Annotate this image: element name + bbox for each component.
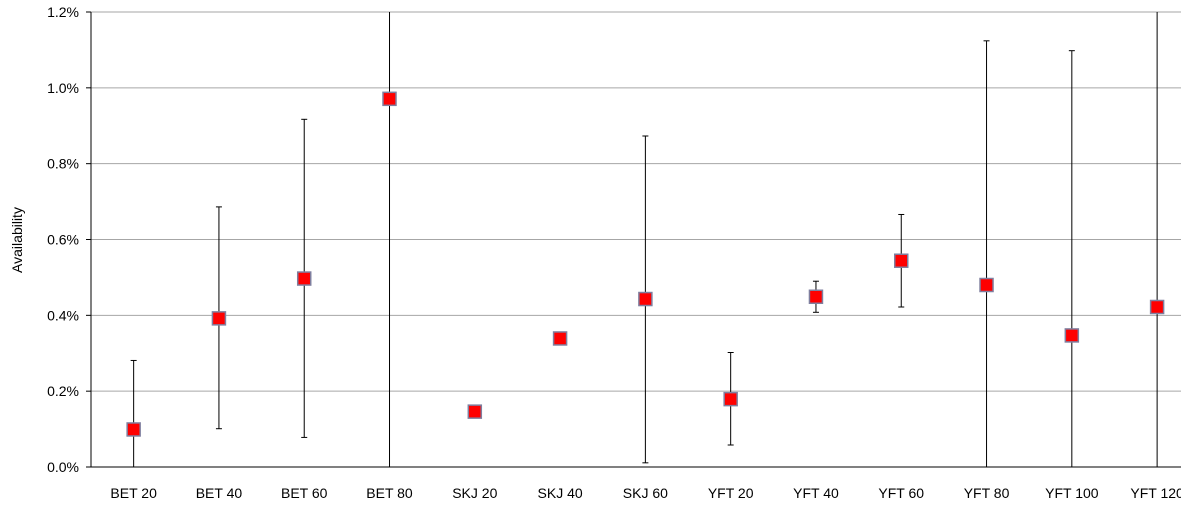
y-tick-label: 1.2% [47,4,79,20]
x-tick-labels: BET 20 BET 40 BET 60 BET 80 SKJ 20 SKJ 40 SKJ … [110,485,1181,501]
data-point [1149,299,1165,315]
data-point [382,91,397,107]
x-tick-label: YFT 80 [964,485,1010,501]
x-tick-label: BET 20 [110,485,157,501]
y-tick-label: 0.6% [47,232,79,248]
y-tick-label: 0.2% [47,383,79,399]
data-markers [126,91,1165,437]
x-tick-label: SKJ 20 [452,485,497,501]
x-tick-label: YFT 120 [1130,485,1181,501]
data-point [467,404,483,419]
x-tick-label: YFT 100 [1045,485,1099,501]
y-tick-label: 0.0% [47,459,79,475]
data-point [894,253,909,268]
y-tick-labels: 0.0% 0.2% 0.4% 0.6% 0.8% 1.0% 1.2% [47,4,79,475]
x-tick-label: YFT 60 [878,485,924,501]
y-tick-label: 0.8% [47,156,79,172]
x-tick-label: BET 80 [366,485,413,501]
data-point [296,271,312,286]
data-point [1064,328,1080,343]
y-tick-label: 0.4% [47,307,79,323]
x-tick-label: YFT 40 [793,485,839,501]
x-tick-label: SKJ 40 [538,485,583,501]
x-tick-label: YFT 20 [708,485,754,501]
data-point [723,391,738,407]
data-point [126,422,141,437]
data-point [552,331,568,346]
data-point [638,291,653,307]
x-tick-label: SKJ 60 [623,485,668,501]
x-tick-label: BET 60 [281,485,328,501]
x-tick-label: BET 40 [196,485,243,501]
data-point [211,311,227,326]
grid-lines [91,11,1181,392]
data-point [808,289,824,305]
data-point [979,277,994,293]
y-tick-label: 1.0% [47,80,79,96]
y-axis-title: Availability [9,207,25,273]
axes [86,11,1181,468]
